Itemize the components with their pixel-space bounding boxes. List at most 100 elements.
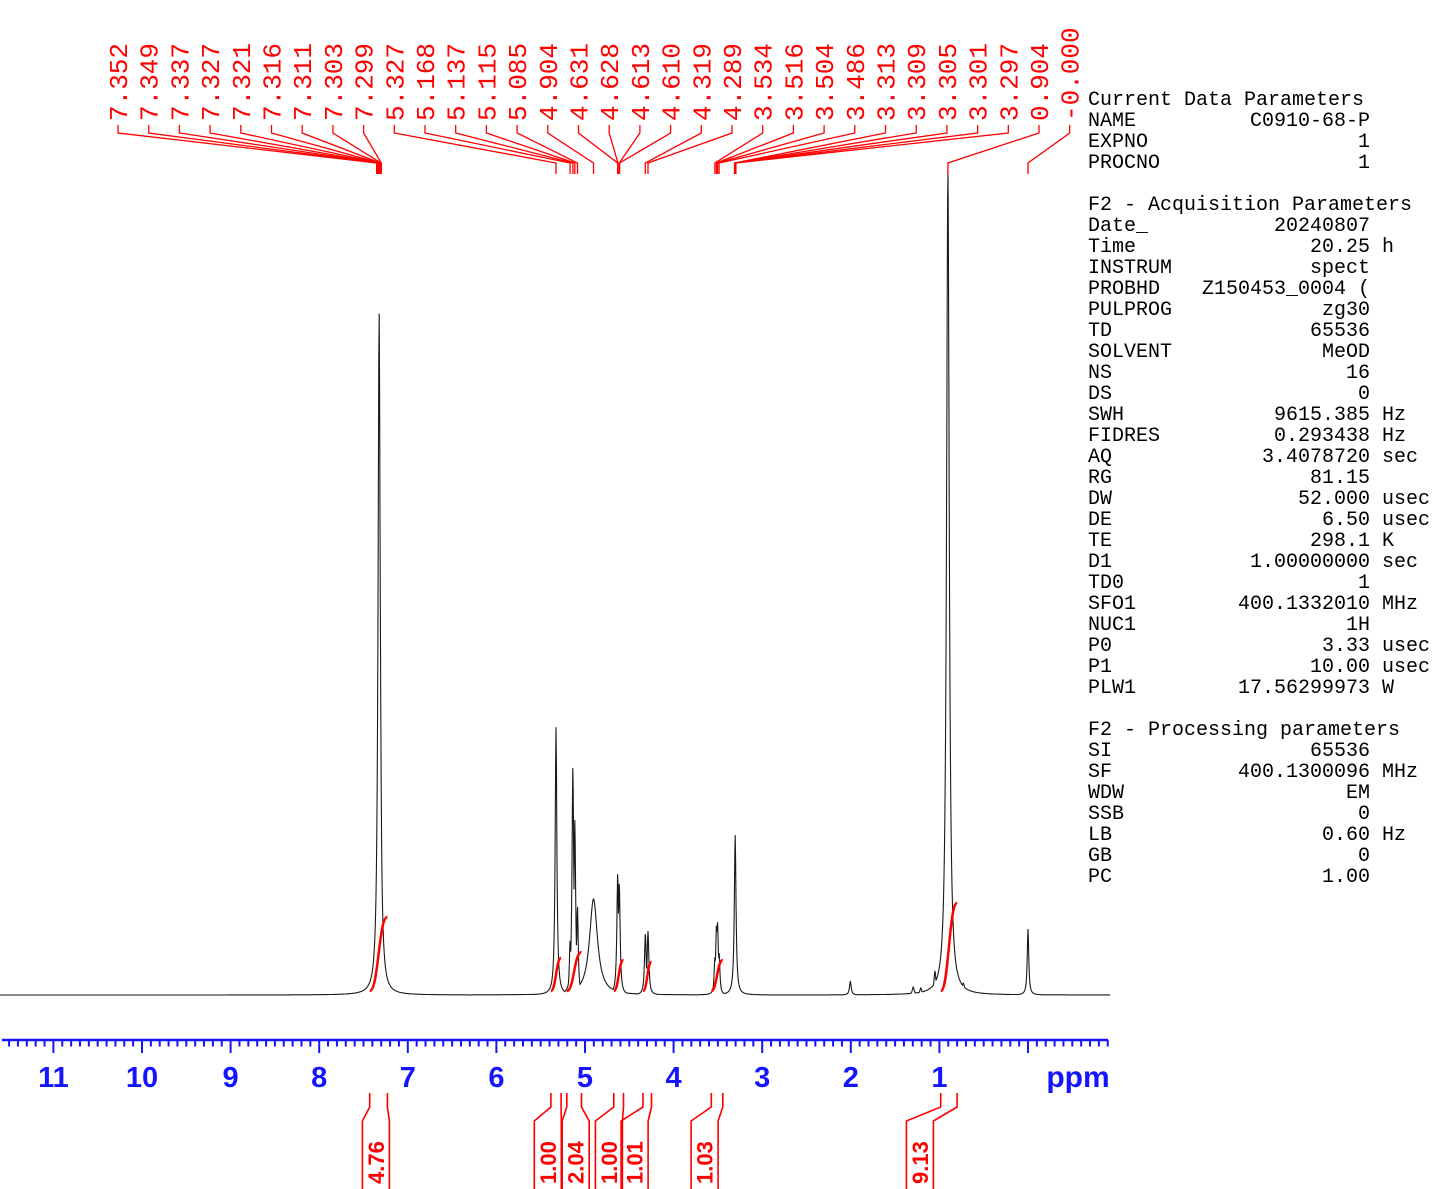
param-unit — [1382, 111, 1440, 132]
param-unit — [1382, 321, 1440, 342]
param-name: RG — [1088, 467, 1113, 490]
peak-label: 5.085 — [504, 43, 534, 121]
param-section-title: Current Data Parameters — [1088, 89, 1365, 112]
peak-label: 3.309 — [903, 43, 933, 121]
param-row: NAME C0910-68-P — [1088, 111, 1440, 132]
param-unit: sec — [1382, 446, 1419, 469]
param-unit — [1382, 300, 1440, 321]
axis-tick-label: 1 — [931, 1062, 947, 1094]
param-value: 1 — [1357, 572, 1370, 595]
peak-label: 3.301 — [965, 43, 995, 121]
param-name: TD — [1088, 320, 1113, 343]
param-row: TD 65536 — [1088, 321, 1440, 342]
param-name: D1 — [1088, 551, 1113, 574]
param-unit — [1382, 867, 1440, 888]
integral-bracket-left — [594, 1093, 615, 1189]
integral-bracket-left — [905, 1093, 942, 1189]
param-unit: h — [1382, 236, 1395, 259]
param-unit — [1382, 783, 1440, 804]
peak-connector-line — [644, 125, 702, 174]
nmr-trace-path — [0, 172, 1110, 996]
peak-label: 4.628 — [596, 43, 626, 121]
param-value: 1 — [1357, 152, 1370, 175]
peak-label: 5.168 — [412, 43, 442, 121]
integral-bracket-right — [580, 1093, 590, 1189]
param-name: PLW1 — [1088, 677, 1137, 700]
param-unit: Hz — [1382, 404, 1407, 427]
param-row: SOLVENT MeOD — [1088, 342, 1440, 363]
param-row: WDW EM — [1088, 783, 1440, 804]
peak-label: 3.313 — [873, 43, 903, 121]
peak-label: 3.516 — [780, 43, 810, 121]
param-value: 1.00000000 — [1249, 551, 1370, 574]
param-name: TE — [1088, 530, 1113, 553]
param-name: NUC1 — [1088, 614, 1137, 637]
param-row: P1 10.00 usec — [1088, 657, 1440, 678]
peak-connector-line — [718, 125, 856, 174]
param-unit — [1382, 132, 1440, 153]
param-value: 0 — [1357, 845, 1370, 868]
peak-connector-line — [516, 125, 579, 174]
peak-connector-line — [715, 125, 795, 174]
axis-tick-label: 10 — [126, 1062, 158, 1094]
param-row: PROBHD Z150453_0004 ( — [1088, 279, 1440, 300]
peak-connector-line — [735, 125, 1009, 174]
param-row: TD0 1 — [1088, 573, 1440, 594]
peak-label: 4.289 — [719, 43, 749, 121]
axis-tick-label: 11 — [38, 1062, 69, 1094]
integral-curve — [939, 901, 959, 993]
param-value: MeOD — [1321, 341, 1370, 364]
param-name: PULPROG — [1088, 299, 1173, 322]
peak-label: 7.349 — [136, 43, 166, 121]
param-name: SSB — [1088, 803, 1125, 826]
param-value: Z150453_0004 ( — [1201, 278, 1370, 301]
peak-label: 4.631 — [566, 43, 596, 121]
param-value: EM — [1345, 782, 1370, 805]
param-unit — [1382, 342, 1440, 363]
integral-bracket-right — [932, 1093, 958, 1189]
axis-tick-label: 7 — [400, 1062, 416, 1094]
param-name: WDW — [1088, 782, 1125, 805]
peak-connector-line — [547, 125, 595, 174]
param-value: 52.000 — [1297, 488, 1370, 511]
param-row: TE 298.1 K — [1088, 531, 1440, 552]
peak-label: 5.137 — [443, 43, 473, 121]
section-gap — [1088, 699, 1440, 720]
peak-connector-line — [117, 125, 378, 174]
param-unit — [1382, 615, 1440, 636]
peak-label: 7.311 — [289, 43, 319, 121]
param-unit: sec — [1382, 551, 1419, 574]
param-name: PC — [1088, 866, 1113, 889]
integral-bracket-right — [717, 1093, 724, 1189]
param-name: LB — [1088, 824, 1113, 847]
param-value: 0 — [1357, 383, 1370, 406]
peak-connector-line — [178, 125, 379, 174]
peak-label: 3.504 — [811, 43, 841, 121]
param-value: 81.15 — [1309, 467, 1370, 490]
param-value: 20.25 — [1309, 236, 1370, 259]
param-value: 0.293438 — [1273, 425, 1370, 448]
integral-bracket-left — [533, 1093, 552, 1189]
param-value: 1.00 — [1321, 866, 1370, 889]
peak-labels: 7.352 7.349 7.337 7.327 7.321 7.316 7.311 7.303… — [105, 27, 1087, 121]
peak-connector-line — [148, 125, 378, 174]
peak-connector-line — [424, 125, 571, 174]
param-name: PROCNO — [1088, 152, 1161, 175]
param-value: 17.56299973 — [1237, 677, 1370, 700]
param-unit: Hz — [1382, 425, 1407, 448]
param-row: RG 81.15 — [1088, 468, 1440, 489]
peak-label: 5.327 — [381, 43, 411, 121]
param-row: LB 0.60 Hz — [1088, 825, 1440, 846]
param-row: SSB 0 — [1088, 804, 1440, 825]
integral-curve — [710, 958, 724, 993]
param-value: zg30 — [1321, 299, 1370, 322]
param-unit: K — [1382, 530, 1395, 553]
param-value: 65536 — [1309, 740, 1370, 763]
peak-label: 0.904 — [1026, 43, 1056, 121]
param-name: DE — [1088, 509, 1113, 532]
param-name: NS — [1088, 362, 1113, 385]
peak-connector-line — [209, 125, 380, 174]
param-row: P0 3.33 usec — [1088, 636, 1440, 657]
param-name: DS — [1088, 383, 1113, 406]
param-value: 65536 — [1309, 320, 1370, 343]
